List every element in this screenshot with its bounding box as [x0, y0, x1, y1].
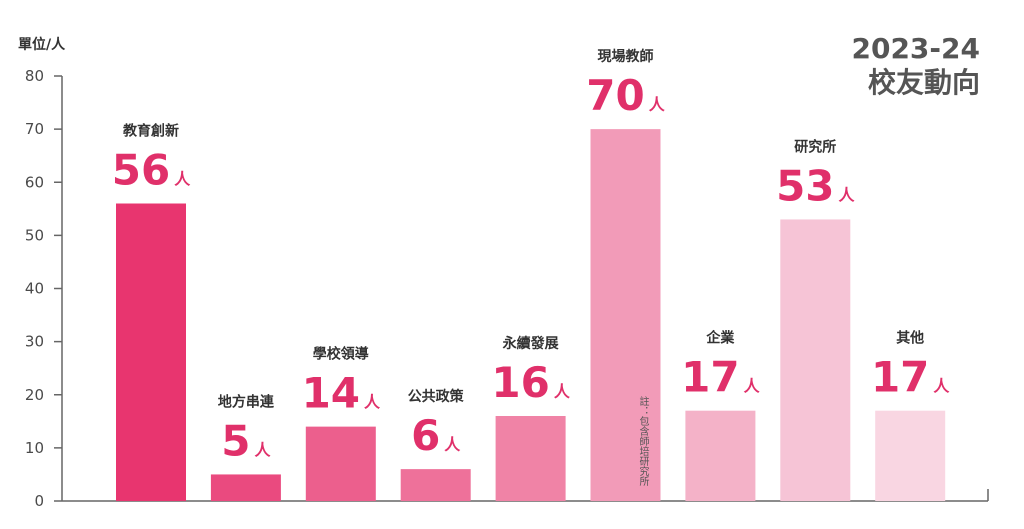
bar-value-number: 53 — [776, 161, 834, 210]
chart-title-line: 校友動向 — [868, 66, 980, 99]
y-tick-label: 20 — [25, 386, 44, 404]
y-tick-label: 60 — [25, 173, 44, 191]
bar-value-label: 70 人 — [586, 71, 665, 120]
bar-value-label: 14 人 — [302, 369, 381, 418]
y-tick-label: 50 — [25, 226, 44, 244]
bars — [116, 129, 946, 501]
bar-value-unit: 人 — [364, 393, 381, 412]
bar-value-unit: 人 — [744, 377, 761, 396]
bar-value-label: 16 人 — [491, 358, 570, 407]
bar-category-label: 教育創新 — [123, 123, 179, 140]
bar — [305, 426, 376, 501]
bar-value-number: 14 — [302, 369, 360, 418]
bar-value-number: 17 — [681, 353, 739, 402]
y-tick-label: 10 — [25, 439, 44, 457]
y-axis-unit-label: 單位/人 — [18, 36, 66, 53]
y-tick-label: 70 — [25, 120, 44, 138]
bar-value-unit: 人 — [174, 170, 191, 189]
bar-value-number: 5 — [221, 416, 250, 465]
bar-category-label: 學校領導 — [313, 346, 369, 363]
bar-value-unit: 人 — [255, 440, 272, 459]
bar-value-unit: 人 — [839, 185, 856, 204]
y-tick-label: 40 — [25, 280, 44, 298]
bar-value-number: 56 — [112, 146, 170, 195]
bar — [400, 469, 471, 501]
bar-value-number: 70 — [586, 71, 644, 120]
bar-value-unit: 人 — [554, 382, 571, 401]
bar — [495, 416, 566, 501]
bar-category-label: 地方串連 — [218, 393, 275, 410]
bar — [780, 219, 851, 501]
bar — [875, 410, 946, 501]
chart-title-line: 2023-24 — [851, 32, 980, 65]
bar-category-label: 其他 — [896, 330, 924, 347]
annotation-note: 註：包含師培研究所 — [637, 396, 649, 487]
bar-value-unit: 人 — [444, 435, 461, 454]
bar — [210, 474, 281, 501]
bar-value-label: 56 人 — [112, 146, 191, 195]
y-tick-label: 80 — [25, 67, 44, 85]
bar — [590, 129, 661, 501]
y-tick-label: 30 — [25, 333, 44, 351]
bar-category-label: 企業 — [705, 330, 735, 347]
bar — [116, 203, 186, 501]
bar-value-label: 17 人 — [681, 353, 760, 402]
y-tick-label: 0 — [34, 492, 44, 510]
bar-value-unit: 人 — [649, 95, 666, 114]
bar-value-label: 53 人 — [776, 161, 855, 210]
bar-category-label: 現場教師 — [598, 48, 654, 65]
bar-value-number: 6 — [411, 411, 440, 460]
bar-value-label: 17 人 — [871, 353, 950, 402]
bar-category-label: 公共政策 — [408, 388, 465, 405]
bar-value-number: 17 — [871, 353, 929, 402]
bar-value-number: 16 — [491, 358, 549, 407]
bar-category-label: 研究所 — [794, 138, 836, 155]
bar-category-label: 永續發展 — [502, 335, 559, 352]
bar-value-unit: 人 — [933, 377, 950, 396]
bar — [685, 410, 756, 501]
